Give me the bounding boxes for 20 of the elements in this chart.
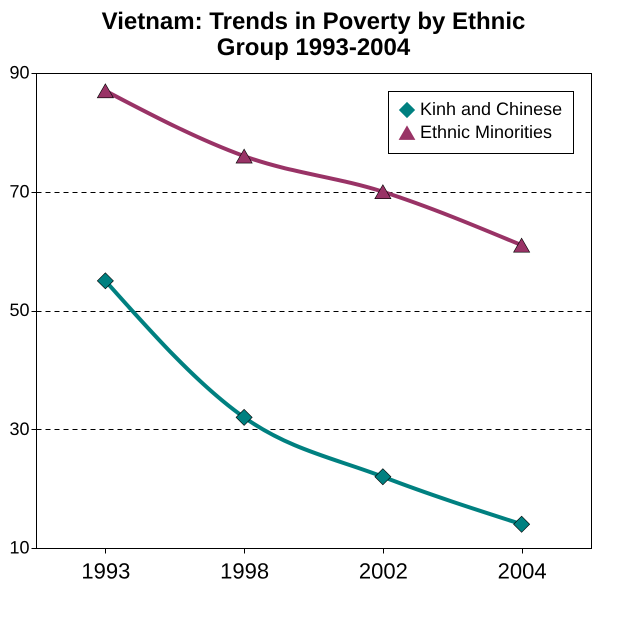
legend-label: Ethnic Minorities [420, 122, 552, 142]
point [374, 468, 392, 486]
x-tick-label: 1998 [220, 558, 270, 584]
point [97, 272, 114, 290]
x-tick-label: 2002 [358, 558, 408, 584]
y-tick-label: 70 [9, 181, 30, 202]
y-tick-label: 10 [9, 538, 30, 558]
point [374, 184, 392, 200]
point [513, 238, 530, 252]
x-tick-label: 1993 [81, 558, 130, 584]
point [513, 516, 530, 533]
point [236, 148, 252, 164]
point [236, 409, 252, 426]
y-tick-label: 90 [9, 62, 30, 82]
x-tick-label: 2004 [498, 558, 547, 584]
y-tick-label: 30 [9, 418, 30, 439]
legend-label: Kinh and Chinese [420, 99, 562, 119]
chart-title: Vietnam: Trends in Poverty by Ethnic Group 1993-2004 [102, 8, 526, 61]
y-tick-label: 50 [9, 300, 30, 320]
point [97, 84, 114, 98]
